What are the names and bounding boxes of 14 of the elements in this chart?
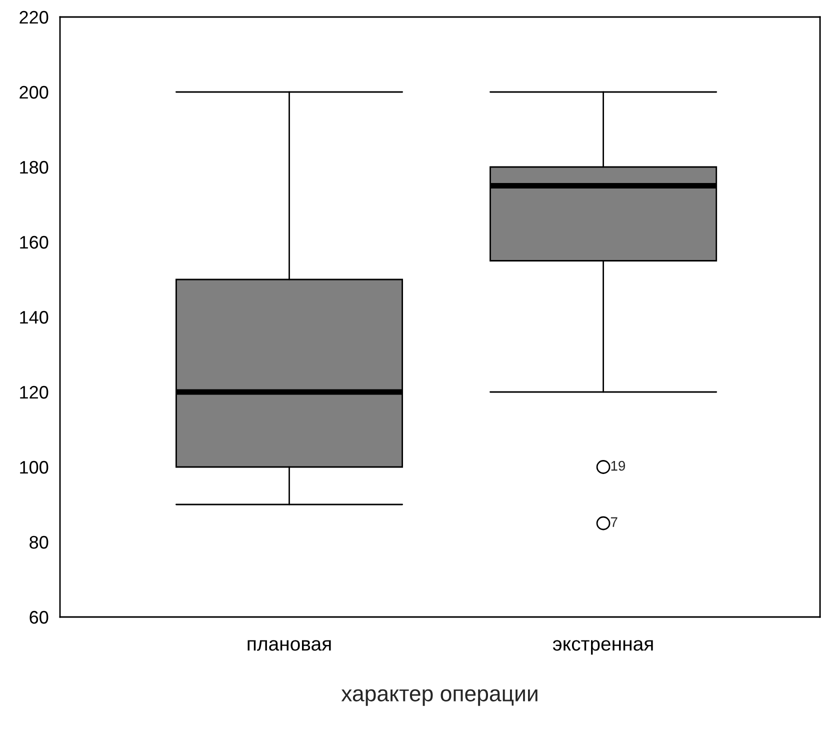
annotation: 7 <box>610 517 618 527</box>
y-tick-label: 160 <box>20 236 48 249</box>
y-tick-label: 80 <box>30 536 48 549</box>
x-tick-label: экстренная <box>552 640 653 655</box>
y-tick-label: 200 <box>20 86 48 99</box>
y-tick-label: 120 <box>20 386 48 399</box>
y-tick-label: 60 <box>30 610 48 624</box>
y-tick-label: 100 <box>20 460 48 474</box>
x-axis-title: характер операции <box>341 689 538 706</box>
x-tick-label: плановая <box>248 640 331 651</box>
annotation: 19 <box>611 460 626 471</box>
y-tick-label: 220 <box>20 10 48 24</box>
y-tick-label: 140 <box>20 310 48 324</box>
y-tick-label: 180 <box>20 160 48 174</box>
